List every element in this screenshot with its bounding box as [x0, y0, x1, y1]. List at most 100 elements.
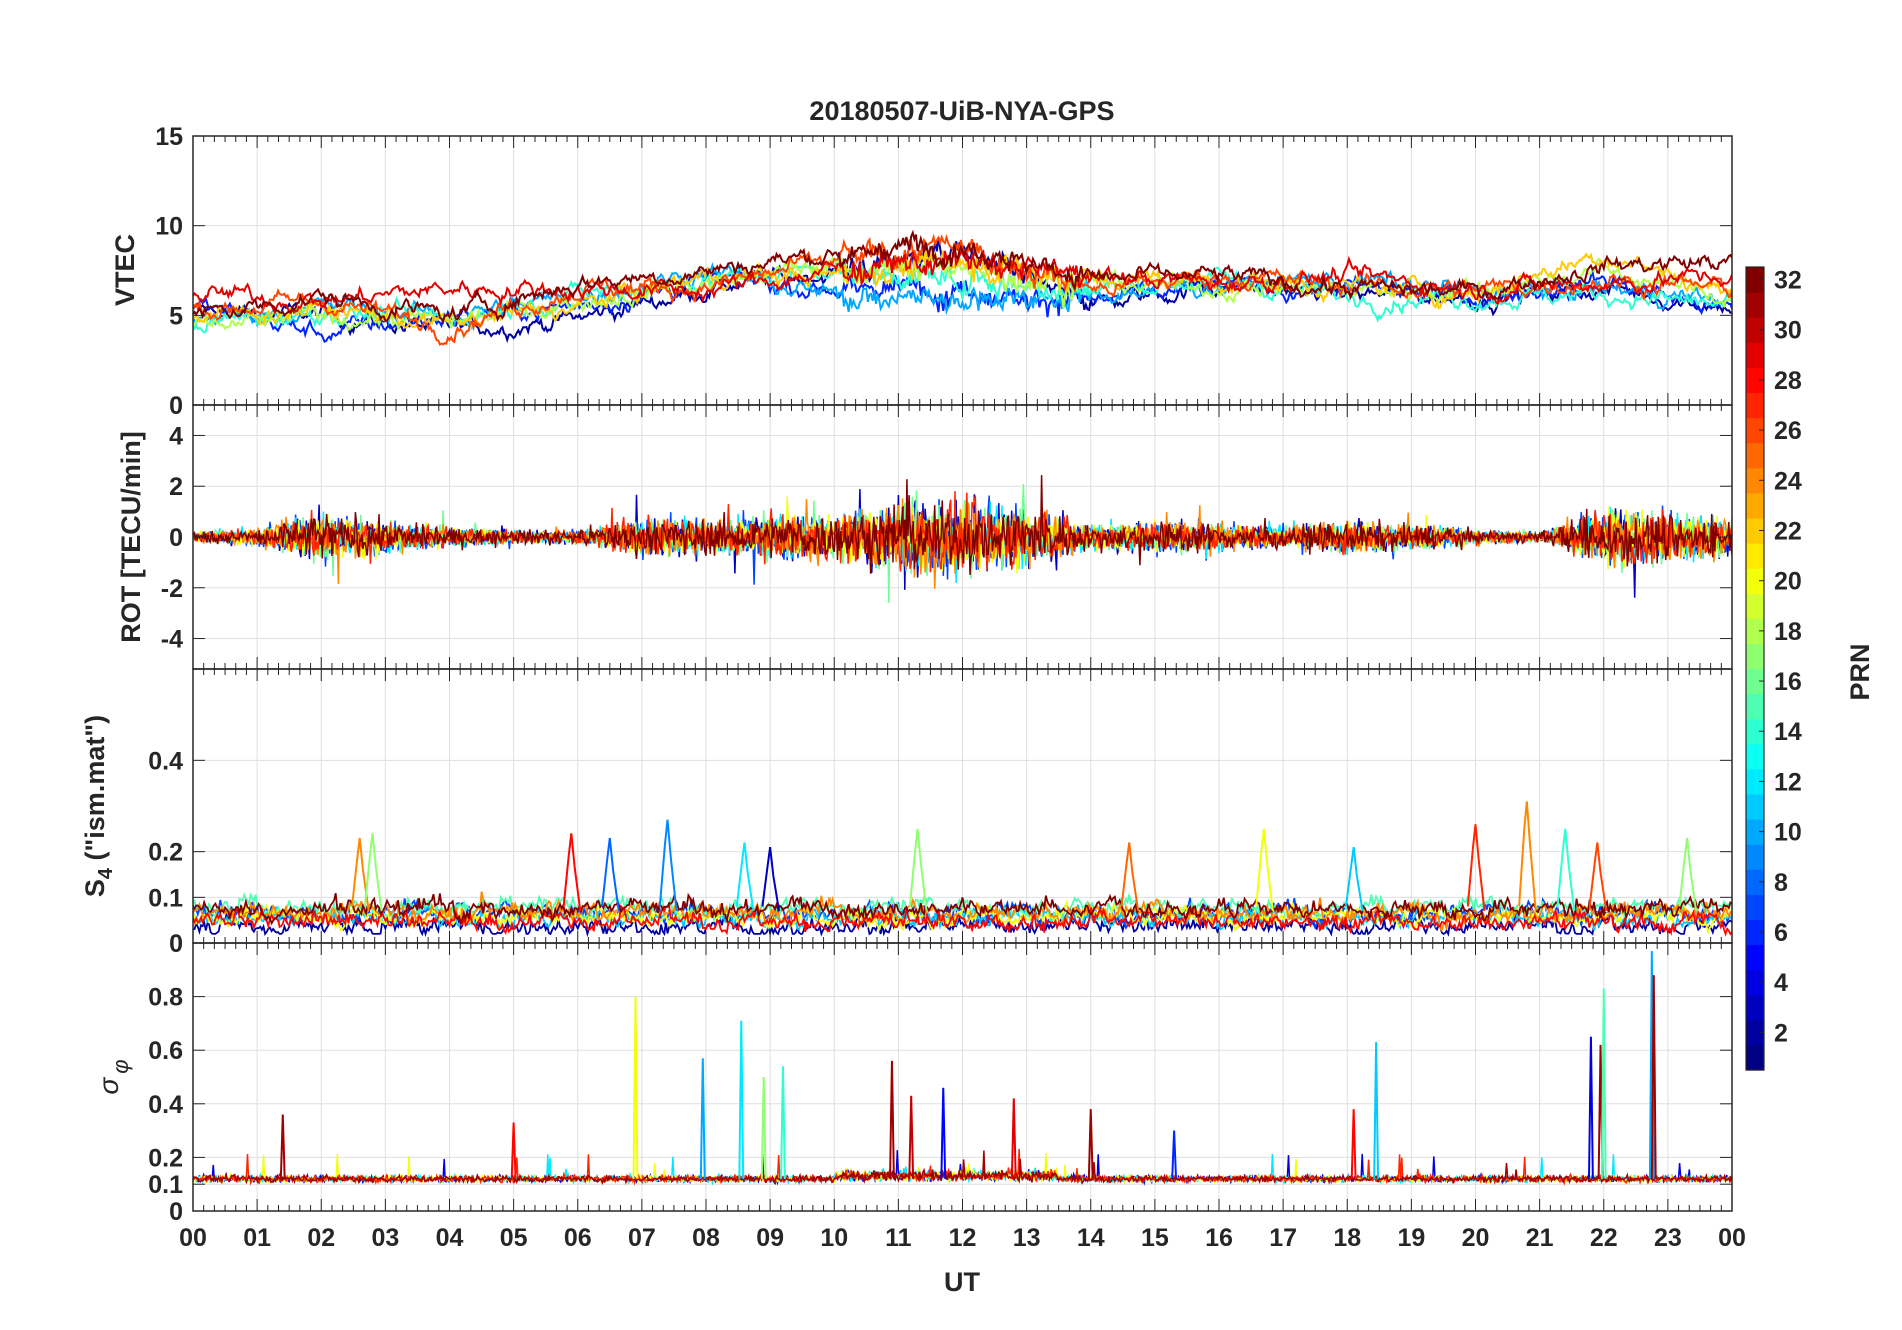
colorbar-swatch-prn-26	[1746, 417, 1764, 444]
s4-ytick-label: 0	[169, 930, 183, 958]
sigma-phi-peak-prn-12	[738, 1020, 745, 1179]
vtec-ytick-label: 10	[155, 213, 183, 241]
colorbar-swatch-prn-23	[1746, 492, 1764, 519]
colorbar-tick-label: 6	[1774, 919, 1788, 947]
sigma-phi-ytick-label: 0.4	[148, 1091, 183, 1119]
x-tick-label: 15	[1141, 1224, 1169, 1252]
colorbar-tick-label: 20	[1774, 568, 1802, 596]
x-tick-label: 11	[885, 1224, 912, 1252]
s4-ytick-label: 0.1	[148, 884, 183, 912]
sigma-phi-peak-prn-4	[1588, 1036, 1594, 1179]
x-tick-label: 16	[1205, 1224, 1233, 1252]
sigma-phi-peak-prn-5	[940, 1087, 947, 1179]
x-tick-label: 14	[1077, 1224, 1105, 1252]
colorbar-tick-label: 4	[1774, 969, 1788, 997]
s4-series-prn-28	[193, 901, 1732, 937]
colorbar-tick-label: 30	[1774, 317, 1802, 345]
colorbar-label: PRN	[1845, 643, 1875, 700]
sigma-phi-ylabel-main: σ	[93, 1077, 124, 1095]
colorbar-swatch-prn-5	[1746, 944, 1764, 971]
s4-series-prn-32	[193, 892, 1732, 926]
x-tick-label: 03	[371, 1224, 399, 1252]
panel-sigma-phi: 00.10.2 0.4 0.6 0.8 σφ	[93, 942, 1733, 1226]
s4-peak-prn-25	[1120, 842, 1140, 912]
colorbar-swatch-prn-9	[1746, 844, 1764, 870]
s4-peak-prn-12	[735, 842, 755, 912]
vtec-ytick-label: 15	[155, 123, 183, 151]
x-tick-label: 20	[1462, 1224, 1490, 1252]
colorbar-swatch-prn-28	[1746, 367, 1764, 394]
vtec-ytick-label: 5	[169, 302, 183, 330]
s4-peak-prn-20	[1255, 828, 1274, 912]
vtec-series-prn-32	[193, 229, 1732, 325]
panel-vtec: 0 5 10 15 VTEC	[110, 123, 1733, 420]
colorbar-swatch-prn-30	[1746, 317, 1764, 343]
colorbar-tick-label: 14	[1774, 718, 1802, 746]
s4-ytick-label: 0.2	[148, 839, 183, 867]
colorbar-swatch-prn-11	[1746, 793, 1764, 820]
colorbar-tick-label: 26	[1774, 417, 1802, 445]
sigma-phi-peak-prn-31	[889, 1060, 895, 1179]
sigma-phi-ylabel-sub: φ	[108, 1059, 133, 1073]
x-tick-label: 12	[949, 1224, 977, 1252]
sigma-phi-peak-prn-14	[780, 1066, 786, 1179]
colorbar-swatch-prn-4	[1746, 969, 1764, 996]
panel-rot: -4 -2 0 2 4 ROT [TECU/min]	[116, 404, 1733, 670]
colorbar-tick-label: 22	[1774, 517, 1802, 545]
sigma-phi-ylabel: σφ	[93, 1059, 133, 1094]
colorbar-swatch-prn-1	[1746, 1044, 1764, 1071]
x-tick-label: 00	[1718, 1224, 1746, 1252]
colorbar-frame	[1745, 266, 1765, 1071]
colorbar-swatch-prn-18	[1746, 618, 1764, 645]
colorbar-swatch-prn-16	[1746, 668, 1764, 695]
colorbar-swatch-prn-19	[1746, 593, 1764, 619]
colorbar-swatch-prn-21	[1746, 543, 1764, 569]
vtec-series-prn-26	[193, 233, 1732, 346]
sigma-phi-series-prn-31	[193, 1150, 1732, 1186]
sigma-phi-peak-prn-31	[279, 1114, 286, 1179]
sigma-phi-peak-prn-6	[1171, 1130, 1178, 1179]
s4-peak-prn-17	[363, 833, 383, 912]
rot-ytick-label: 0	[169, 524, 183, 552]
x-tick-label: 08	[692, 1224, 720, 1252]
sigma-phi-ytick-label: 0.8	[148, 984, 183, 1012]
rot-ytick-label: -2	[161, 575, 183, 603]
colorbar-tick-label: 24	[1774, 467, 1802, 495]
colorbar-tick-label: 16	[1774, 668, 1802, 696]
vtec-ylabel: VTEC	[110, 234, 140, 306]
x-tick-label: 19	[1397, 1224, 1425, 1252]
colorbar-swatch-prn-7	[1746, 894, 1764, 921]
x-tick-label: 06	[564, 1224, 592, 1252]
x-tick-label: 07	[628, 1224, 656, 1252]
sigma-phi-peak-prn-31	[1087, 1109, 1094, 1179]
s4-peak-prn-24	[351, 837, 370, 912]
x-tick-label: 22	[1590, 1224, 1618, 1252]
x-tick-label: 01	[243, 1224, 271, 1252]
s4-ylabel-sub: 4	[95, 867, 117, 879]
colorbar-swatch-prn-15	[1746, 693, 1764, 720]
colorbar-swatch-prn-10	[1746, 819, 1764, 845]
x-tick-label: 10	[820, 1224, 848, 1252]
sigma-phi-peak-prn-17	[760, 1076, 767, 1179]
x-tick-label: 21	[1526, 1224, 1554, 1252]
sigma-phi-peak-prn-20	[632, 996, 639, 1179]
x-tick-label: 17	[1269, 1224, 1297, 1252]
s4-peak-prn-26	[1588, 842, 1608, 912]
colorbar-tick-label: 32	[1774, 267, 1802, 295]
s4-peak-prn-28	[562, 833, 582, 912]
s4-ylabel: S4 ("ism.mat")	[80, 715, 117, 897]
sigma-phi-peak-prn-10	[699, 1058, 706, 1179]
s4-peak-prn-8	[601, 837, 620, 912]
x-tick-label: 02	[307, 1224, 335, 1252]
rot-ytick-label: -4	[161, 626, 183, 654]
s4-series-prn-20	[193, 899, 1732, 935]
x-tick-label: 00	[179, 1224, 207, 1252]
rot-ylabel: ROT [TECU/min]	[116, 431, 146, 642]
s4-ylabel-main: S	[80, 879, 110, 897]
vtec-series-prn-22	[193, 250, 1732, 329]
colorbar-tick-label: 18	[1774, 618, 1802, 646]
s4-peak-prn-24	[1518, 801, 1537, 912]
sigma-phi-peak-prn-11	[1373, 1042, 1380, 1179]
